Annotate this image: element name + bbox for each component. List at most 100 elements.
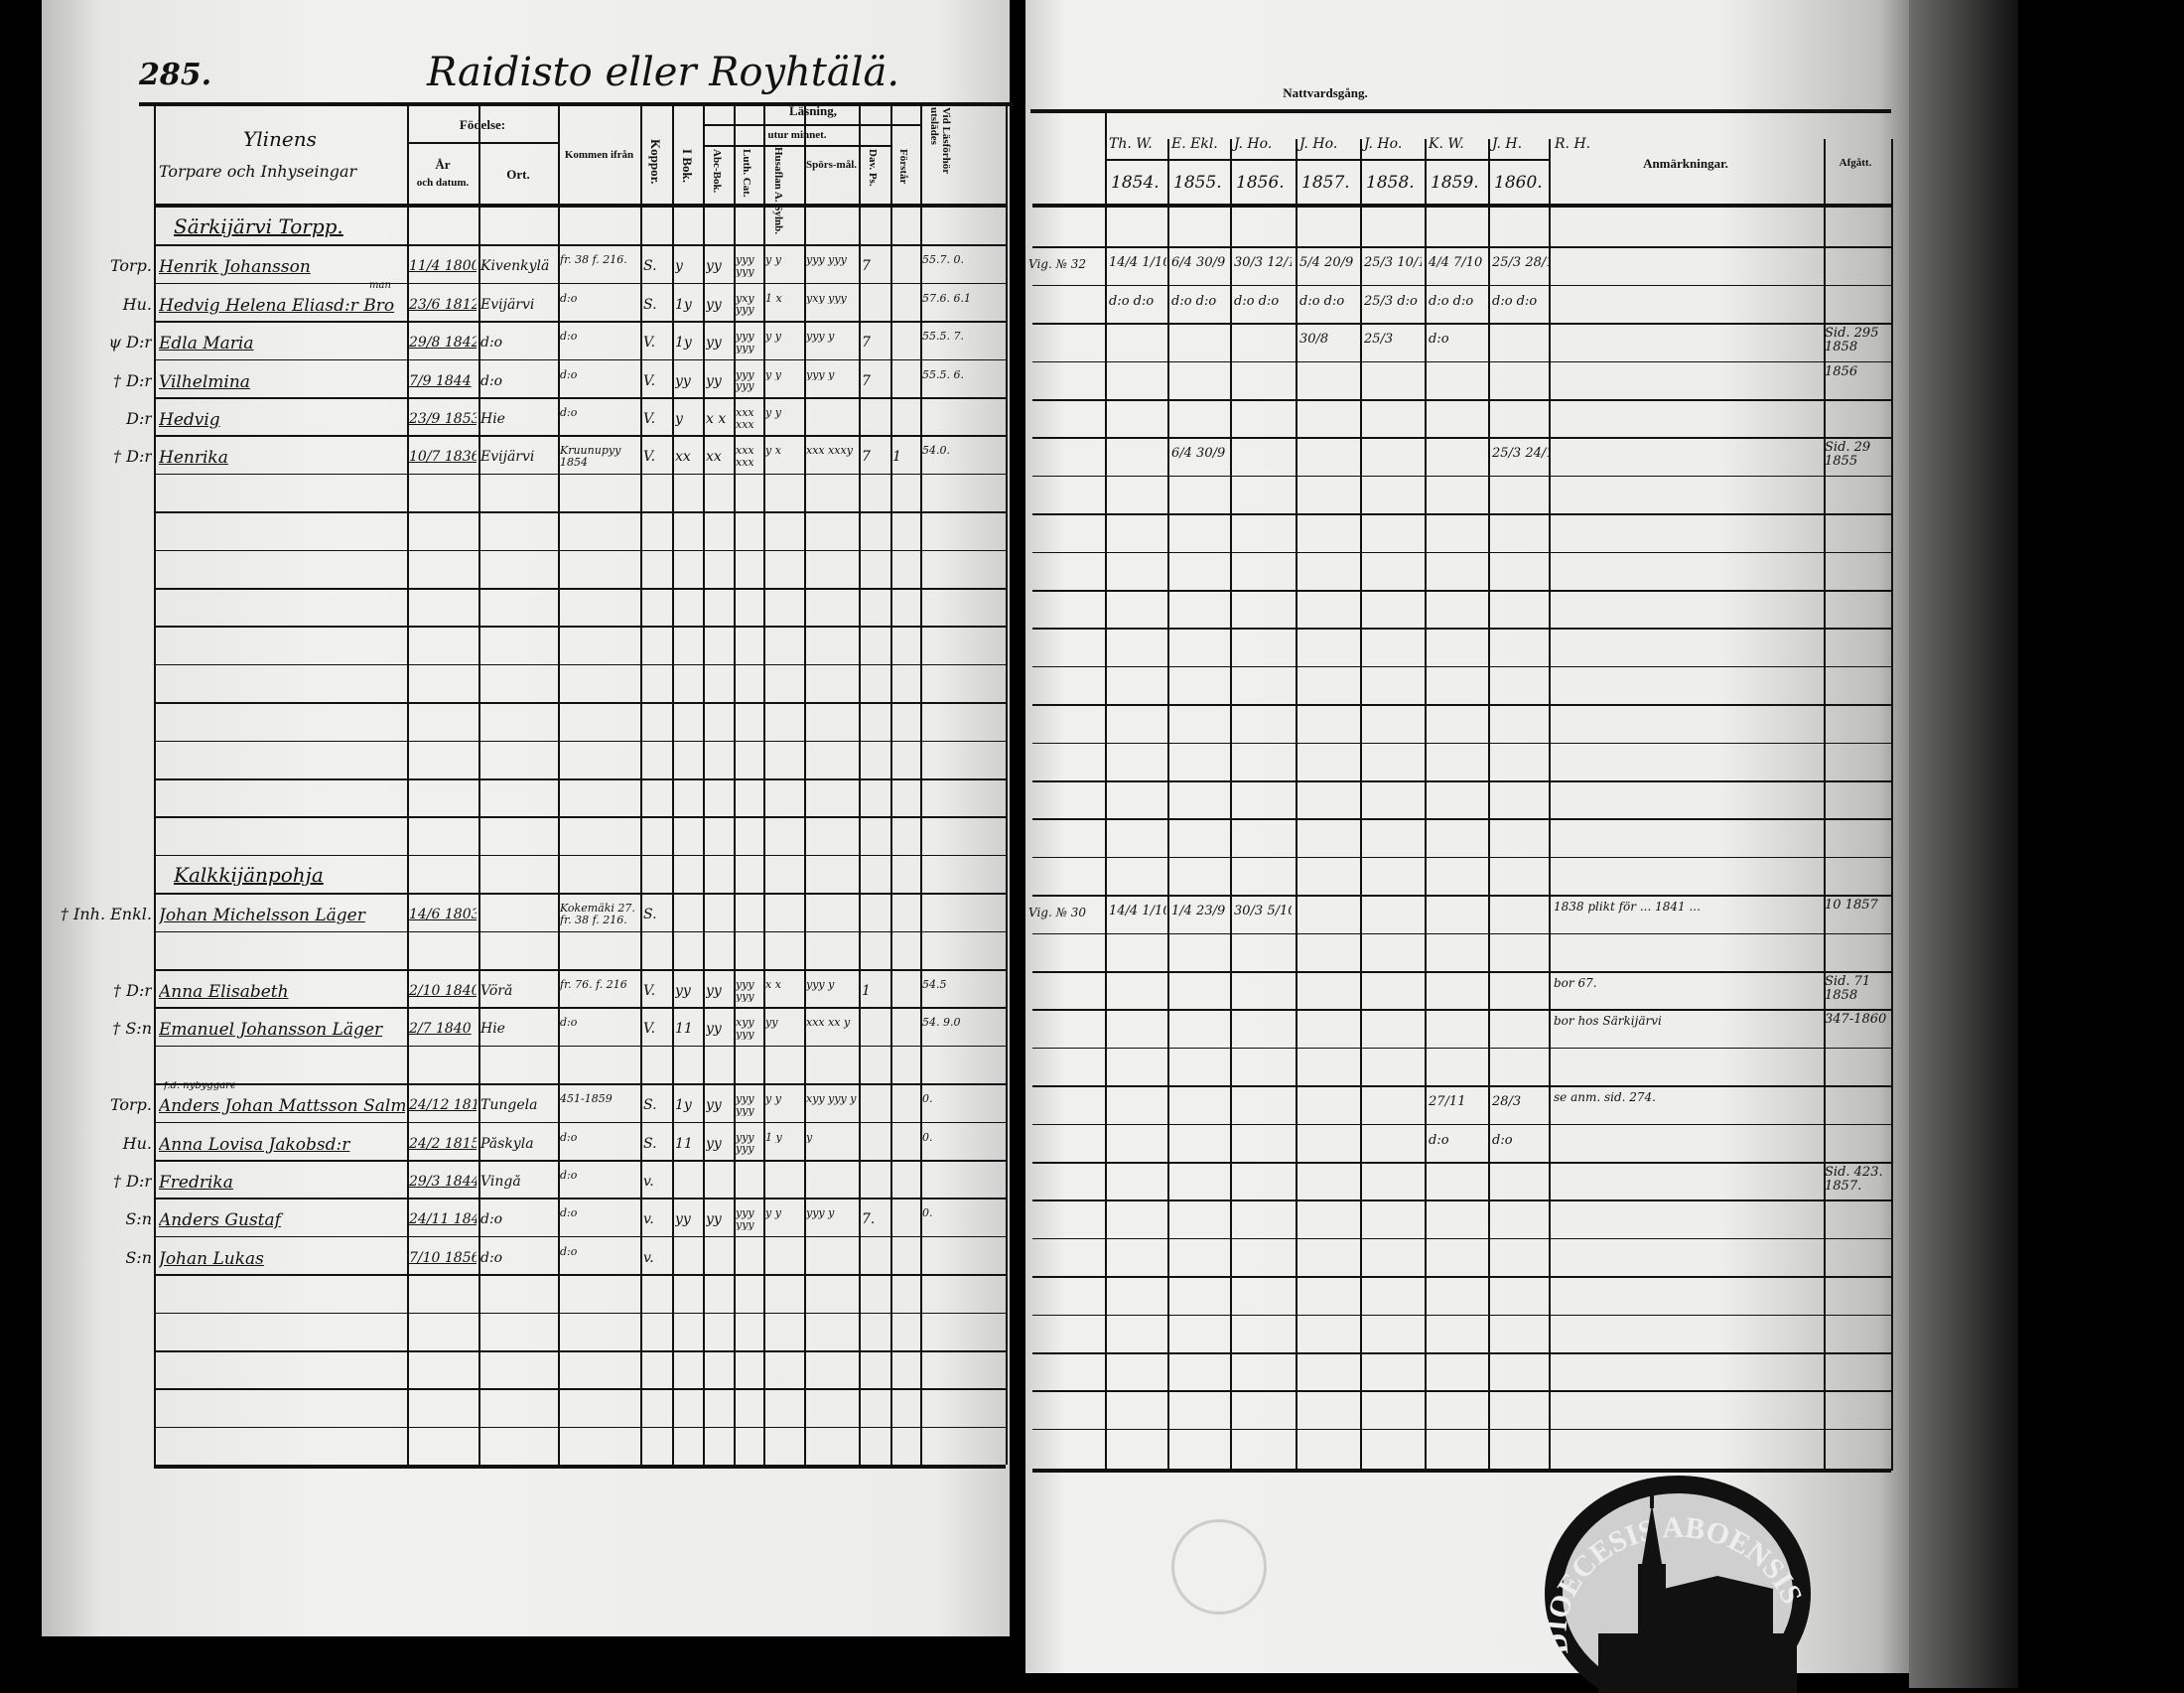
cell-date: 29/8 1842 xyxy=(409,336,477,351)
cell-name: Henrik Johansson xyxy=(159,259,311,278)
row-rule xyxy=(1032,551,1891,554)
cell-bok: y xyxy=(675,259,683,275)
row-rule xyxy=(1032,1352,1891,1354)
cell-kommen: d:o xyxy=(560,1207,578,1219)
communion-date: 25/3 10/10 xyxy=(1364,256,1422,271)
column-rule xyxy=(1167,139,1169,1472)
cell-date: 7/10 1856 xyxy=(409,1250,477,1266)
cell-date: 2/10 1840 xyxy=(409,984,477,999)
row-prefix: † S:n xyxy=(112,1021,152,1039)
row-rule xyxy=(1032,1162,1891,1164)
column-rule xyxy=(890,104,892,1466)
cell-name: Edla Maria xyxy=(159,336,254,354)
row-rule xyxy=(154,1198,1006,1199)
cell-name: Emanuel Johansson Läger xyxy=(159,1022,383,1041)
cell-spors: xxx xx y xyxy=(806,1017,851,1029)
cell-afgatt: Sid. 71 1858 xyxy=(1825,975,1871,1003)
row-rule xyxy=(1032,1237,1891,1240)
cell-kommen: Kruunupyy 1854 xyxy=(560,445,621,469)
cell-spors: yyy yyy xyxy=(806,254,847,266)
communion-date: 5/4 20/9 xyxy=(1299,256,1354,271)
header-vid-lasforhor: Vid Läsförhör utslädes xyxy=(928,107,952,174)
year-rule xyxy=(1105,159,1549,161)
header-name-line2: Torpare och Inhyseingar xyxy=(159,162,357,181)
header-ar: År xyxy=(435,157,451,172)
row-rule xyxy=(1032,1123,1891,1126)
row-rule xyxy=(1032,742,1891,745)
communion-date: d:o xyxy=(1429,1133,1449,1148)
header-bottom-rule xyxy=(154,204,1006,208)
cell-koppor: v. xyxy=(643,1212,654,1228)
cell-ort: d:o xyxy=(480,336,503,351)
cell-abc: yy xyxy=(706,259,722,275)
cell-dav: 7 xyxy=(862,373,871,389)
cell-hus: y y xyxy=(765,1093,781,1105)
cell-abc: yy xyxy=(706,984,722,999)
year-header: 1859. xyxy=(1431,173,1479,193)
pastor-initials: K. W. xyxy=(1429,136,1464,152)
row-rule xyxy=(154,511,1006,513)
row-rule xyxy=(154,1083,1006,1085)
cell-hus: yy xyxy=(765,1017,778,1029)
table-bottom-rule xyxy=(154,1465,1006,1470)
header-bok: I Bok. xyxy=(680,149,695,183)
communion-date: d:o d:o xyxy=(1171,294,1217,309)
cell-afgatt: 1856 xyxy=(1825,364,1858,379)
row-rule xyxy=(1032,1085,1891,1087)
cell-kommen: d:o xyxy=(560,1245,578,1258)
communion-date: d:o d:o xyxy=(1492,294,1538,309)
cell-dav: 7 xyxy=(862,259,871,275)
cell-luth: xxx xxx xyxy=(736,445,754,469)
cell-ort: d:o xyxy=(480,1212,503,1228)
cell-koppor: V. xyxy=(643,1022,656,1038)
cell-afgatt: Sid. 295 1858 xyxy=(1825,327,1879,354)
cell-hus: y y xyxy=(765,407,781,419)
cell-kommen: d:o xyxy=(560,1131,578,1144)
cell-kommen: d:o xyxy=(560,407,578,419)
row-prefix: † D:r xyxy=(113,372,152,390)
row-rule xyxy=(154,358,1006,361)
row-rule xyxy=(154,588,1006,590)
cell-bok: yy xyxy=(675,984,691,999)
cell-abc: yy xyxy=(706,1098,722,1113)
cell-spors: xyy yyy y xyxy=(806,1093,857,1105)
column-rule xyxy=(703,104,705,1466)
communion-date: 4/4 7/10 xyxy=(1429,256,1483,271)
row-rule xyxy=(1032,246,1891,248)
pastor-initials: J. Ho. xyxy=(1364,136,1403,152)
cell-forsar: 1 xyxy=(892,450,901,466)
section-heading: Kalkkijänpohja xyxy=(174,864,324,886)
cell-bok: yy xyxy=(675,1212,691,1228)
page-number: 285. xyxy=(139,58,212,92)
cell-luth: yyy yyy xyxy=(736,331,754,354)
cell-date: 24/2 1815 xyxy=(409,1136,477,1152)
cell-koppor: V. xyxy=(643,336,656,351)
column-rule xyxy=(1488,139,1490,1472)
row-rule xyxy=(1032,360,1891,363)
column-rule xyxy=(478,104,480,1466)
row-rule xyxy=(154,626,1006,628)
column-rule xyxy=(763,104,765,1466)
year-header: 1860. xyxy=(1494,173,1543,193)
cell-name: Hedvig Helena Eliasd:r Bro xyxy=(159,297,395,316)
cell-date: 10/7 1836 xyxy=(409,450,477,466)
row-rule xyxy=(154,893,1006,895)
column-rule xyxy=(1425,139,1427,1472)
row-rule xyxy=(154,435,1006,437)
communion-date: 30/3 5/10 xyxy=(1234,905,1292,918)
communion-date: d:o xyxy=(1429,333,1449,347)
row-rule xyxy=(1032,475,1891,478)
row-rule xyxy=(1032,628,1891,630)
header-dav: Dav. Ps. xyxy=(867,149,879,187)
cell-hus: 1 x xyxy=(765,292,782,305)
row-prefix: † Inh. Enkl. xyxy=(60,907,152,923)
row-rule xyxy=(154,1274,1006,1276)
column-rule xyxy=(1891,139,1893,1472)
diocese-stamp: DIOECESIS ABOENSIS xyxy=(1540,1476,1811,1693)
cell-name: Hedvig xyxy=(159,412,220,430)
book-edge-shadow xyxy=(1909,0,2018,1688)
row-prefix: ψ D:r xyxy=(108,335,153,352)
row-rule xyxy=(1032,1009,1891,1011)
column-rule xyxy=(1105,139,1107,1472)
left-page xyxy=(42,0,1010,1636)
